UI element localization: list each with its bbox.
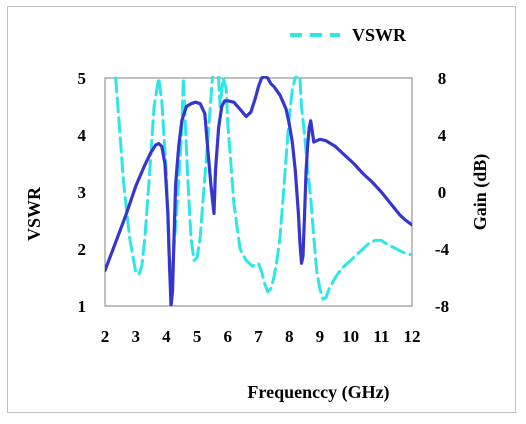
y-left-tick-label: 4	[78, 126, 87, 145]
x-tick-label: 3	[131, 327, 140, 346]
y-right-tick-label: 8	[438, 69, 447, 88]
x-tick-label: 6	[224, 327, 233, 346]
series-line-gain	[105, 76, 412, 306]
y-axis-left-label: VSWR	[24, 186, 44, 241]
legend-entry-vswr: VSWR	[352, 25, 407, 45]
y-left-tick-label: 5	[78, 69, 87, 88]
y-left-tick-label: 3	[78, 183, 87, 202]
y-left-tick-label: 1	[78, 297, 87, 316]
y-right-tick-label: 0	[438, 183, 447, 202]
y-axis-right-label: Gain (dB)	[470, 154, 491, 231]
x-tick-label: 9	[316, 327, 325, 346]
x-tick-label: 8	[285, 327, 294, 346]
y-right-tick-label: -4	[435, 240, 450, 259]
y-left-tick-label: 2	[78, 240, 87, 259]
x-tick-label: 5	[193, 327, 202, 346]
x-tick-label: 2	[101, 327, 110, 346]
y-right-tick-label: -8	[435, 297, 449, 316]
x-tick-label: 11	[373, 327, 389, 346]
x-tick-label: 7	[254, 327, 263, 346]
x-axis-label: Frequenccy (GHz)	[247, 382, 389, 403]
x-tick-label: 12	[404, 327, 421, 346]
legend: VSWR	[290, 25, 407, 45]
x-tick-label: 4	[162, 327, 171, 346]
plot-area	[104, 77, 413, 307]
x-tick-label: 10	[342, 327, 359, 346]
y-right-tick-label: 4	[438, 126, 447, 145]
series-layer	[105, 76, 412, 306]
